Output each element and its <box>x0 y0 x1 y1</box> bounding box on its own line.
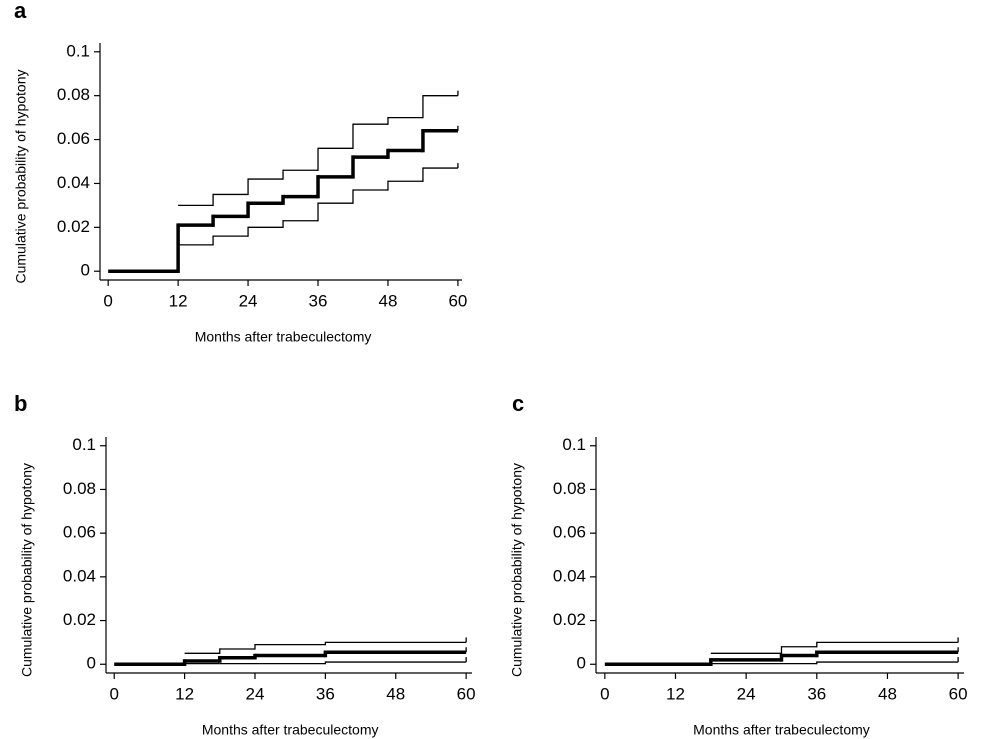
x-tick-label: 12 <box>169 291 188 310</box>
y-tick-label: 0.08 <box>553 479 586 498</box>
y-tick-label: 0.06 <box>63 523 96 542</box>
x-tick-label: 48 <box>386 684 405 703</box>
y-tick-label: 0.04 <box>553 566 586 585</box>
x-tick-label: 24 <box>737 684 756 703</box>
y-axis-label: Cumulative probability of hypotony <box>509 463 525 677</box>
x-tick-label: 0 <box>600 684 609 703</box>
y-tick-label: 0 <box>81 261 90 280</box>
x-tick-label: 0 <box>103 291 112 310</box>
x-tick-label: 12 <box>175 684 194 703</box>
x-tick-label: 60 <box>448 291 467 310</box>
y-tick-label: 0.02 <box>553 610 586 629</box>
y-tick-label: 0 <box>577 654 586 673</box>
panel-label: c <box>512 391 524 416</box>
y-tick-label: 0.04 <box>57 173 90 192</box>
y-tick-label: 0.1 <box>72 435 96 454</box>
x-axis-label: Months after trabeculectomy <box>202 722 379 738</box>
panel-label: b <box>14 391 27 416</box>
x-axis-label: Months after trabeculectomy <box>195 329 372 345</box>
y-tick-label: 0.06 <box>57 129 90 148</box>
panel-label: a <box>14 0 27 23</box>
x-tick-label: 60 <box>949 684 968 703</box>
x-tick-label: 0 <box>109 684 118 703</box>
y-axis-label: Cumulative probability of hypotony <box>19 463 35 677</box>
y-tick-label: 0.08 <box>63 479 96 498</box>
x-tick-label: 36 <box>316 684 335 703</box>
x-axis-label: Months after trabeculectomy <box>693 722 870 738</box>
x-tick-label: 36 <box>807 684 826 703</box>
y-tick-label: 0.08 <box>57 85 90 104</box>
x-tick-label: 24 <box>246 684 265 703</box>
x-tick-label: 36 <box>309 291 328 310</box>
y-tick-label: 0.04 <box>63 566 96 585</box>
y-tick-label: 0.1 <box>562 435 586 454</box>
y-tick-label: 0.06 <box>553 523 586 542</box>
y-tick-label: 0.02 <box>57 217 90 236</box>
y-tick-label: 0 <box>87 654 96 673</box>
x-tick-label: 48 <box>878 684 897 703</box>
x-tick-label: 48 <box>379 291 398 310</box>
x-tick-label: 24 <box>239 291 258 310</box>
x-tick-label: 12 <box>666 684 685 703</box>
y-tick-label: 0.02 <box>63 610 96 629</box>
y-axis-label: Cumulative probability of hypotony <box>13 69 29 283</box>
x-tick-label: 60 <box>457 684 476 703</box>
y-tick-label: 0.1 <box>66 41 90 60</box>
